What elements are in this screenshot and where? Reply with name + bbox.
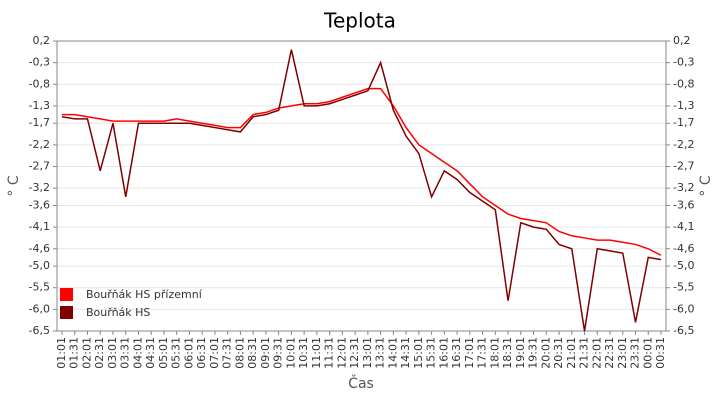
x-tick-label: 06:01 [182,337,195,369]
y-tick-label: -4,1 [29,220,50,233]
x-tick-label: 19:01 [514,337,527,369]
x-tick-label: 00:31 [654,337,667,369]
y2-tick-label: -6,0 [673,302,694,315]
y-tick-label: -2,7 [29,160,50,173]
x-tick-label: 04:31 [144,337,157,369]
x-tick-label: 08:31 [246,337,259,369]
y-tick-label: 0,2 [33,34,51,47]
y2-axis-label: ° C [698,175,714,196]
y-tick-label: -4,6 [29,242,50,255]
x-tick-label: 18:31 [501,337,514,369]
x-tick-label: 15:31 [425,337,438,369]
x-tick-label: 17:01 [463,337,476,369]
y-tick-label: -6,0 [29,302,50,315]
y-tick-label: -1,3 [29,99,50,112]
x-tick-label: 14:31 [399,337,412,369]
x-tick-label: 13:31 [374,337,387,369]
y-tick-label: -0,3 [29,56,50,69]
x-tick-label: 05:01 [157,337,170,369]
series-line [61,49,662,332]
x-tick-label: 01:01 [55,337,68,369]
y2-tick-label: -1,3 [673,99,694,112]
x-tick-label: 16:01 [437,337,450,369]
x-tick-label: 22:31 [603,337,616,369]
x-tick-label: 20:01 [539,337,552,369]
y2-tick-label: -6,5 [673,324,694,337]
x-tick-label: 09:01 [259,337,272,369]
x-axis-label: Čas [348,374,374,392]
x-tick-label: 02:01 [80,337,93,369]
y2-tick-label: -3,6 [673,198,694,211]
legend-swatch [60,306,73,319]
x-tick-label: 10:31 [297,337,310,369]
x-tick-label: 02:31 [93,337,106,369]
x-tick-label: 07:31 [221,337,234,369]
y2-tick-label: -1,7 [673,116,694,129]
x-tick-label: 03:31 [119,337,132,369]
x-tick-label: 10:01 [284,337,297,369]
x-tick-label: 12:31 [348,337,361,369]
legend-label: Bouřňák HS přízemní [86,288,203,301]
x-tick-label: 23:01 [616,337,629,369]
x-tick-label: 01:31 [68,337,81,369]
y-tick-label: -3,2 [29,181,50,194]
y2-tick-label: -5,0 [673,259,694,272]
x-tick-label: 11:31 [323,337,336,369]
y2-tick-label: -3,2 [673,181,694,194]
plot-border [56,40,667,332]
y-tick-label: -2,2 [29,138,50,151]
y-tick-label: -5,5 [29,281,50,294]
x-tick-label: 03:01 [106,337,119,369]
x-tick-label: 12:01 [335,337,348,369]
y2-tick-label: -2,2 [673,138,694,151]
x-tick-label: 06:31 [195,337,208,369]
y2-tick-label: -0,3 [673,56,694,69]
x-tick-label: 04:01 [131,337,144,369]
series-line [62,87,662,256]
x-tick-label: 15:01 [412,337,425,369]
x-tick-label: 22:01 [590,337,603,369]
x-tick-label: 18:01 [488,337,501,369]
x-tick-label: 16:31 [450,337,463,369]
y2-tick-label: -5,5 [673,281,694,294]
y-tick-label: -1,7 [29,116,50,129]
y2-tick-label: 0,2 [673,34,691,47]
x-tick-label: 05:31 [170,337,183,369]
chart-title: Teplota [323,9,396,33]
x-tick-label: 19:31 [527,337,540,369]
x-tick-label: 07:01 [208,337,221,369]
y2-tick-label: -0,8 [673,77,694,90]
x-tick-label: 08:01 [233,337,246,369]
y2-tick-label: -4,1 [673,220,694,233]
x-tick-label: 14:01 [386,337,399,369]
y2-tick-label: -4,6 [673,242,694,255]
x-tick-label: 21:01 [565,337,578,369]
legend-label: Bouřňák HS [86,306,150,319]
x-tick-label: 21:31 [578,337,591,369]
x-tick-label: 13:01 [361,337,374,369]
y-tick-label: -5,0 [29,259,50,272]
y-tick-label: -0,8 [29,77,50,90]
x-tick-label: 17:31 [476,337,489,369]
x-tick-label: 00:01 [641,337,654,369]
y-axis-label: ° C [6,175,22,196]
x-tick-label: 23:31 [629,337,642,369]
legend-swatch [60,288,73,301]
x-tick-label: 11:01 [310,337,323,369]
x-tick-label: 20:31 [552,337,565,369]
y-tick-label: -3,6 [29,198,50,211]
y2-tick-label: -2,7 [673,160,694,173]
y-tick-label: -6,5 [29,324,50,337]
x-tick-label: 09:31 [272,337,285,369]
